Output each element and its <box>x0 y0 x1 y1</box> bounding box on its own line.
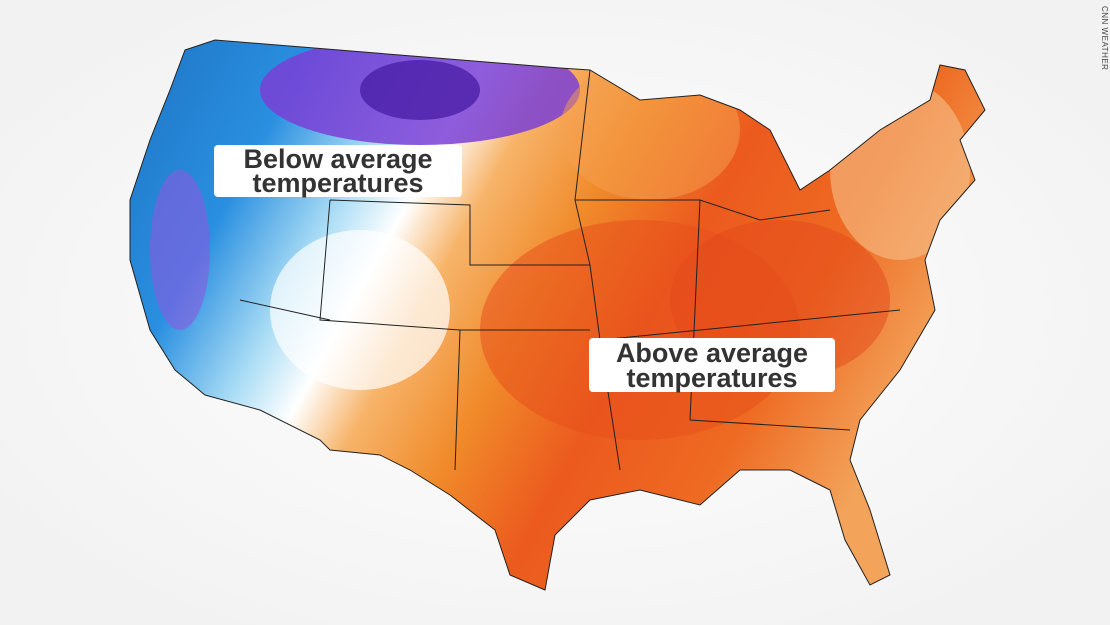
state-borders <box>129 39 986 591</box>
purple-region <box>150 170 210 330</box>
label-above: Above average temperatures <box>589 338 835 393</box>
label-box <box>589 338 835 392</box>
label-line: temperatures <box>252 168 423 198</box>
label-box <box>214 145 462 197</box>
label-line: Above average <box>616 338 808 368</box>
white-region <box>270 230 450 390</box>
label-line: temperatures <box>626 363 797 393</box>
deep-purple-region <box>360 60 480 120</box>
credit: CNN WEATHER <box>1100 6 1109 70</box>
label-below: Below average temperatures <box>214 144 462 198</box>
label-line: Below average <box>243 144 432 174</box>
